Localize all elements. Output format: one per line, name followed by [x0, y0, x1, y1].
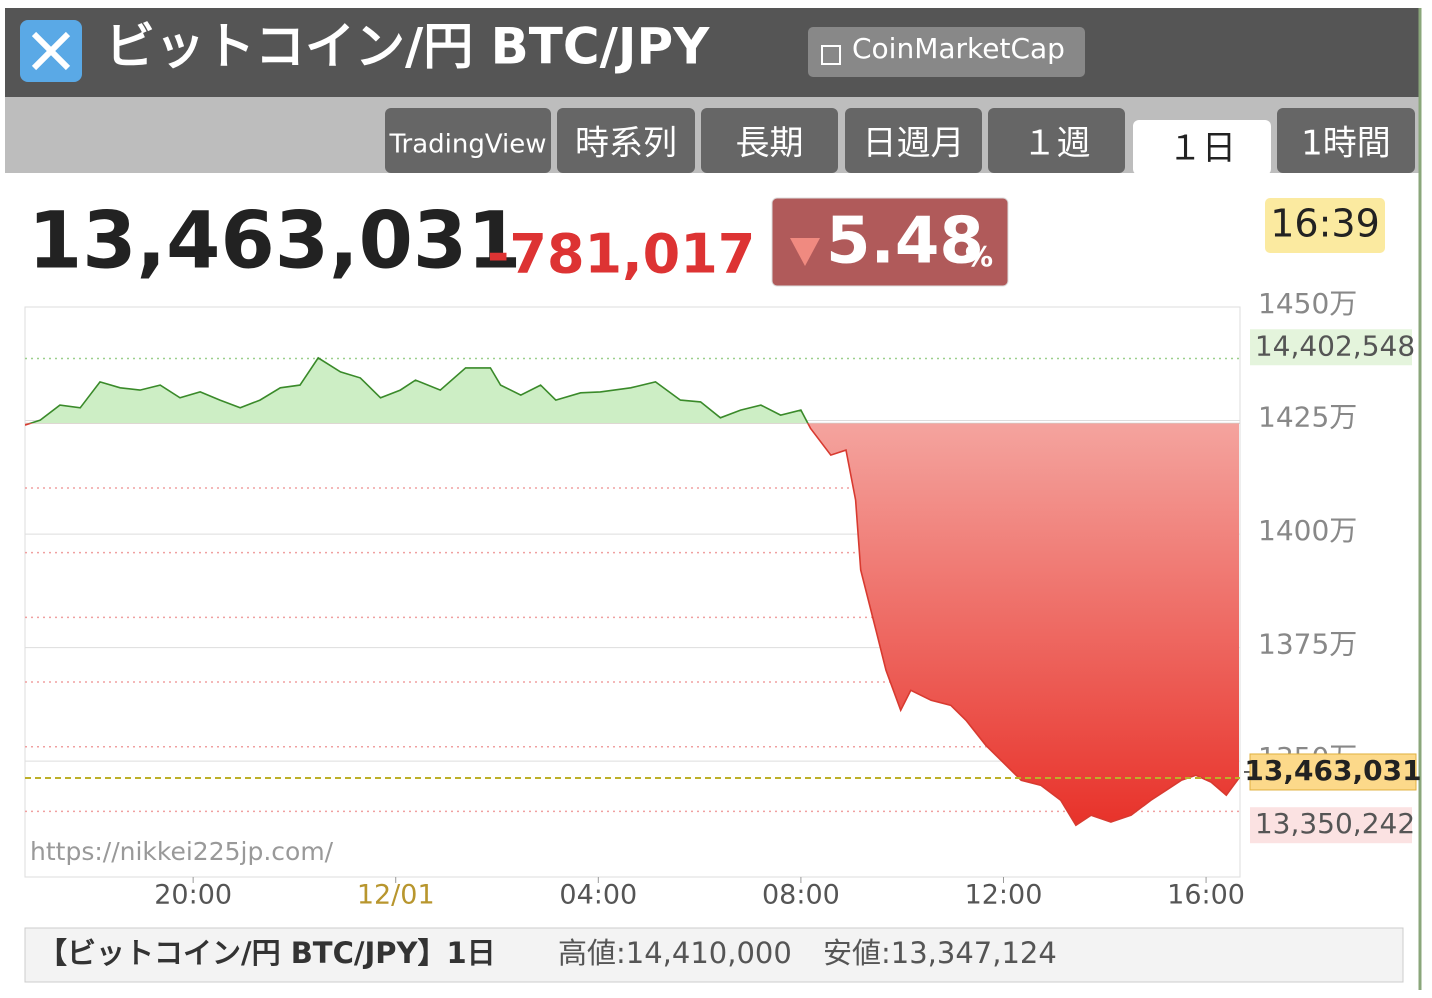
line-up: [28, 356, 809, 424]
pct-unit: %: [965, 240, 993, 273]
link-icon: [821, 45, 841, 65]
marker-label: 13,350,242: [1255, 807, 1415, 840]
footer-high: 高値:14,410,000: [558, 936, 792, 970]
tabs: TradingView 時系列 長期 日週月 １週 １日 1時間: [385, 108, 1415, 175]
time: 16:39: [1270, 202, 1380, 246]
area-down: [25, 423, 1239, 826]
marker-box: [1249, 753, 1417, 791]
tab-label: 長期: [736, 124, 804, 164]
source-label: CoinMarketCap: [852, 32, 1065, 65]
area-up: [25, 357, 1239, 424]
footer-name: 【ビットコイン/円 BTC/JPY】1日: [38, 936, 496, 970]
x-tick-label: 04:00: [559, 880, 637, 911]
plot: 1450万1425万1400万1375万1350万20:0012/0104:00…: [25, 287, 1422, 911]
watermark: https://nikkei225jp.com/: [30, 837, 334, 866]
x-icon: [31, 31, 71, 71]
change-pct-box: [771, 197, 1009, 287]
x-tick-label: 16:00: [1167, 880, 1245, 911]
tab-label: １日: [1168, 129, 1236, 169]
marker-box: [1250, 807, 1412, 844]
marker-box: [1250, 329, 1412, 366]
change-pct: 5.48: [826, 205, 984, 279]
tab-label: 日週月: [863, 124, 965, 164]
line-down: [25, 423, 1240, 827]
price: 13,463,031: [28, 196, 521, 286]
marker-label: 13,463,031: [1244, 754, 1421, 787]
tab[interactable]: [845, 108, 982, 173]
x-tick-label: 20:00: [154, 880, 232, 911]
tab[interactable]: [701, 108, 838, 173]
x-tick-label: 12:00: [965, 880, 1043, 911]
tab-label: TradingView: [388, 130, 546, 160]
tab[interactable]: [1277, 108, 1415, 173]
y-tick-label: 1400万: [1258, 514, 1357, 547]
tab[interactable]: [1133, 120, 1271, 175]
tab-label: 1時間: [1301, 124, 1391, 164]
y-tick-label: 1425万: [1258, 401, 1357, 434]
page-title: ビットコイン/円 BTC/JPY: [105, 18, 710, 76]
y-tick-label: 1450万: [1258, 287, 1357, 320]
tab-label: １週: [1023, 124, 1091, 164]
marker-label: 14,402,548: [1255, 329, 1415, 362]
source-button[interactable]: [808, 27, 1085, 77]
footer-low: 安値:13,347,124: [823, 936, 1057, 970]
y-tick-label: 1375万: [1258, 628, 1357, 661]
tab[interactable]: [557, 108, 695, 173]
time-box: [1265, 198, 1385, 253]
down-arrow: [790, 238, 820, 266]
tab[interactable]: [988, 108, 1125, 173]
x-tick-label: 12/01: [357, 880, 435, 911]
tab-label: 時系列: [575, 124, 677, 164]
header-bar: [5, 8, 1420, 97]
tab[interactable]: [385, 108, 551, 173]
footer-box: [24, 927, 1404, 983]
x-tick-label: 08:00: [762, 880, 840, 911]
change: -781,017: [487, 223, 755, 286]
